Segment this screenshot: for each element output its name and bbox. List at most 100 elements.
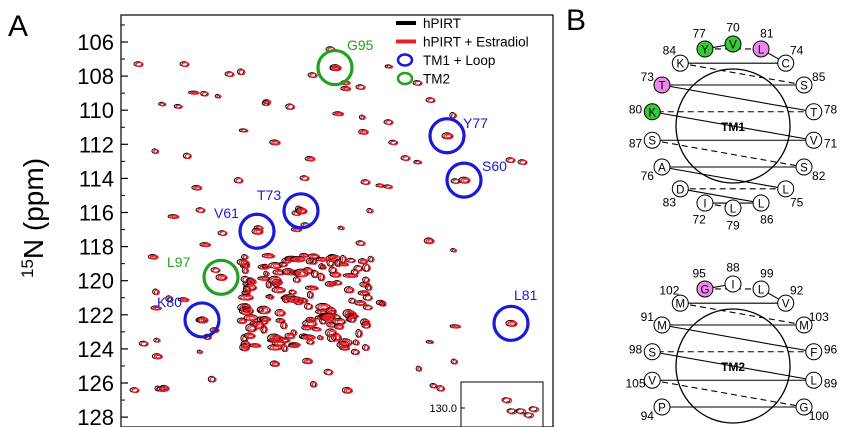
cross-peak	[425, 339, 435, 345]
cross-peak	[156, 386, 167, 393]
cross-peak	[441, 132, 454, 140]
cross-peak	[238, 293, 254, 301]
residue-circle	[696, 194, 714, 212]
peak-contour-red	[414, 160, 423, 165]
wheel-label: TM1	[721, 120, 745, 134]
peak-contour-red-inner	[361, 260, 367, 264]
peak-contour-red-inner	[195, 186, 201, 190]
residue-letter: M	[799, 321, 809, 333]
peak-contour-red	[184, 153, 192, 160]
peak-contour-red-inner	[302, 254, 308, 258]
cross-peak	[350, 269, 360, 276]
peak-contour-red	[193, 185, 203, 191]
y-tick-label: 110	[79, 98, 114, 123]
cross-peak	[320, 264, 327, 270]
cross-peak	[251, 227, 264, 235]
cross-peak	[425, 97, 436, 104]
cross-peak	[412, 80, 423, 86]
inset-peak-red	[529, 406, 540, 413]
residue-letter: K	[648, 107, 656, 119]
residue-number: 91	[641, 310, 655, 324]
residue-number: 89	[824, 377, 838, 391]
cross-peak	[333, 323, 345, 330]
peak-contour-red	[276, 309, 286, 317]
peak-contour-red	[263, 253, 276, 259]
cross-peak	[263, 270, 270, 277]
peak-contour-red-inner	[240, 260, 247, 265]
peak-contour-red-inner	[273, 141, 279, 145]
cross-peak	[436, 385, 446, 392]
residue-number: 96	[824, 342, 838, 356]
cross-peak	[400, 155, 411, 162]
residue-letter: Y	[701, 44, 709, 56]
peak-contour-red	[198, 317, 209, 324]
peak-contour-red	[385, 119, 394, 126]
peak-contour-red-inner	[308, 157, 314, 161]
annotation-label-t73: T73	[257, 187, 281, 203]
residue-circle	[805, 103, 823, 121]
peak-contour-red	[303, 358, 314, 365]
peak-contour-red-inner	[291, 297, 299, 302]
peak-contour-red-inner	[319, 258, 327, 262]
cross-peak	[257, 306, 265, 313]
cross-peak	[317, 335, 324, 341]
residue-number: 82	[812, 169, 826, 183]
cross-peak	[191, 184, 203, 191]
residue-letter: S	[648, 136, 656, 148]
residue-circle	[671, 54, 689, 72]
peak-contour-red-inner	[299, 209, 306, 214]
cross-peak	[179, 61, 190, 68]
cross-peak	[449, 324, 462, 329]
cross-peak	[362, 304, 374, 311]
peak-contour-red-inner	[294, 228, 301, 232]
cross-peak	[210, 267, 221, 274]
peak-contour-red-inner	[336, 112, 343, 116]
peak-contour-red-inner	[271, 336, 280, 341]
peak-contour-red	[238, 69, 246, 76]
cross-peak	[307, 72, 318, 79]
peak-contour-red-inner	[462, 178, 469, 183]
y-tick-label: 112	[79, 132, 114, 157]
cross-peak	[236, 258, 249, 266]
peak-contour-red	[251, 343, 262, 348]
y-axis-label-main: N (ppm)	[18, 158, 49, 259]
cross-peak	[505, 157, 516, 164]
residue-number: 70	[726, 21, 740, 35]
residue-number: 99	[760, 266, 774, 280]
cross-peak	[304, 285, 319, 291]
peak-contour-red-inner	[219, 275, 226, 280]
peak-contour-red	[240, 307, 255, 316]
cross-peak	[153, 337, 161, 343]
cross-peak	[224, 71, 235, 78]
residue-number: 78	[824, 102, 838, 116]
residue-81: L 81	[752, 26, 774, 58]
peak-contour-red-inner	[284, 297, 291, 300]
peak-contour-red	[209, 376, 217, 383]
residue-number: 79	[726, 219, 740, 233]
cross-peak	[505, 319, 518, 328]
peak-contour-red	[258, 307, 265, 313]
annotation-label-k80: K80	[157, 294, 182, 310]
peak-contour-red	[302, 335, 316, 341]
cross-peak	[305, 316, 317, 324]
residue-letter: L	[758, 284, 765, 296]
residue-circle	[777, 180, 795, 198]
peak-contour-red-inner	[243, 295, 251, 300]
peak-contour-red	[363, 344, 371, 351]
peak-contour-red	[308, 339, 315, 345]
residue-circle	[752, 280, 770, 298]
panel-b-label: B	[566, 4, 586, 37]
cross-peak	[361, 344, 371, 351]
residue-84: K84	[663, 44, 689, 72]
peak-contour-red	[311, 259, 318, 265]
annotation-label-y77: Y77	[463, 115, 488, 131]
cross-peak	[350, 348, 361, 356]
cross-peak	[215, 273, 228, 281]
residue-number: 80	[629, 102, 643, 116]
residue-94: P94	[641, 398, 671, 423]
peak-contour-red	[362, 179, 371, 186]
peak-contour-red	[417, 366, 423, 372]
cross-peak	[150, 305, 163, 311]
